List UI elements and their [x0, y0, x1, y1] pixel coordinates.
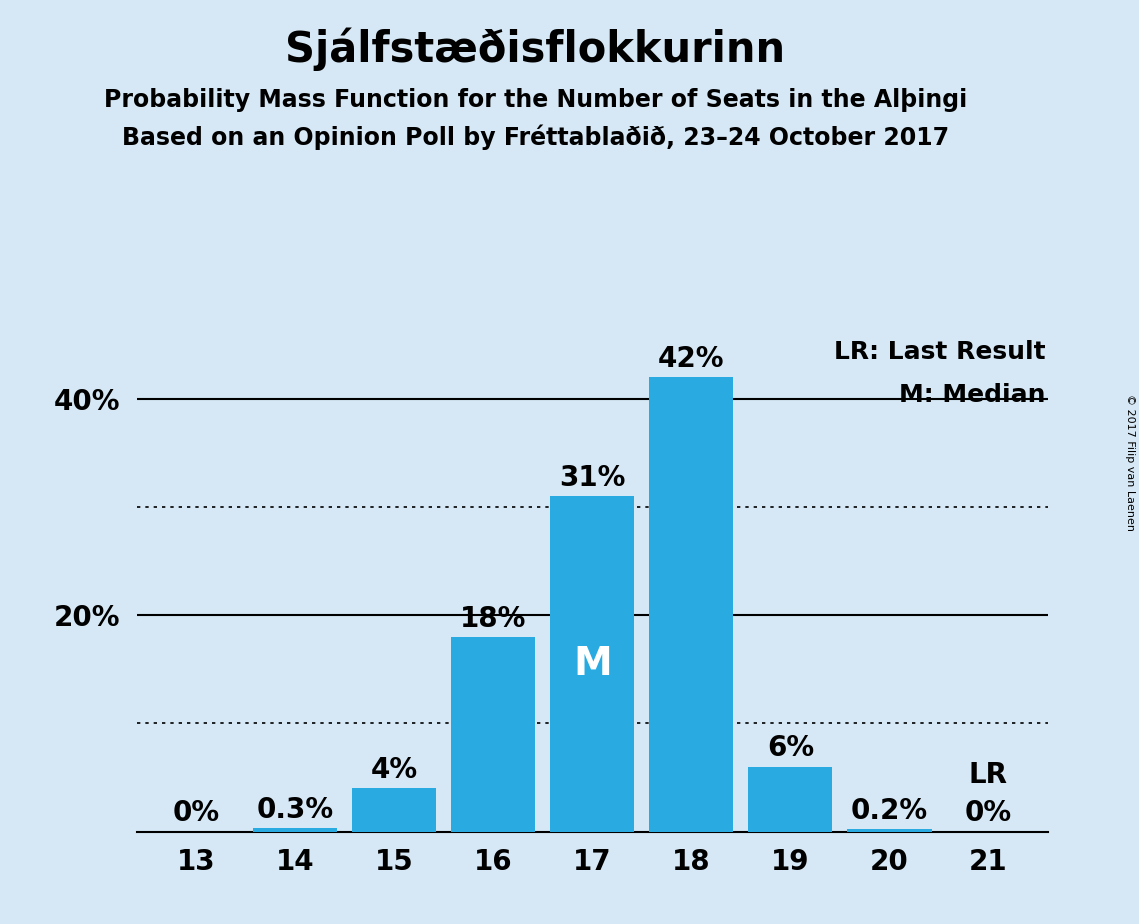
Text: © 2017 Filip van Laenen: © 2017 Filip van Laenen: [1125, 394, 1134, 530]
Text: 0%: 0%: [172, 799, 220, 827]
Text: 42%: 42%: [658, 346, 724, 373]
Text: 4%: 4%: [370, 756, 418, 784]
Text: LR: LR: [969, 761, 1008, 789]
Text: 0.2%: 0.2%: [851, 797, 928, 825]
Bar: [550, 496, 634, 832]
Bar: [847, 830, 932, 832]
Text: M: M: [573, 645, 612, 683]
Text: Sjálfstæðisflokkurinn: Sjálfstæðisflokkurinn: [285, 28, 786, 71]
Text: 0.3%: 0.3%: [256, 796, 334, 824]
Bar: [748, 767, 833, 832]
Text: 0%: 0%: [965, 799, 1013, 827]
Text: 31%: 31%: [559, 464, 625, 492]
Text: 18%: 18%: [460, 604, 526, 633]
Text: Probability Mass Function for the Number of Seats in the Alþingi: Probability Mass Function for the Number…: [104, 88, 967, 112]
Bar: [352, 788, 436, 832]
Text: LR: Last Result: LR: Last Result: [834, 340, 1046, 364]
Text: M: Median: M: Median: [900, 383, 1046, 407]
Text: Based on an Opinion Poll by Fréttablaðið, 23–24 October 2017: Based on an Opinion Poll by Fréttablaðið…: [122, 125, 949, 151]
Bar: [649, 378, 734, 832]
Bar: [451, 637, 535, 832]
Text: 6%: 6%: [767, 735, 814, 762]
Bar: [253, 828, 337, 832]
